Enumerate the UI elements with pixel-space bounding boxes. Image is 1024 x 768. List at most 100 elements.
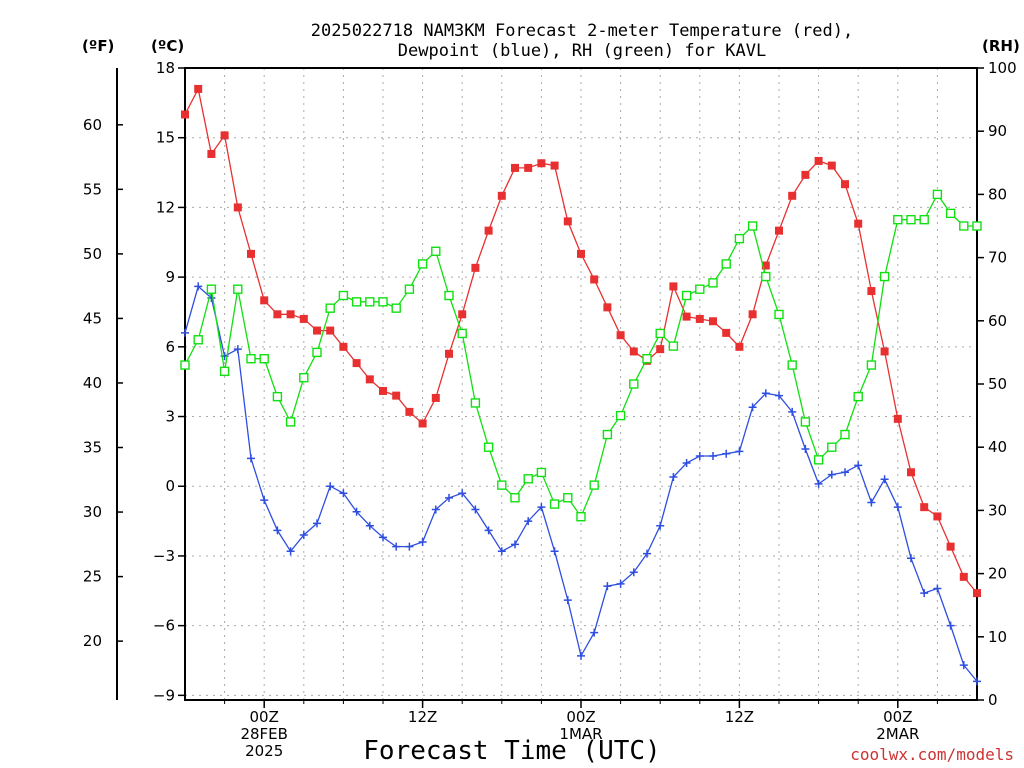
2-meter-temperature-point	[920, 503, 929, 512]
dewpoint-point	[524, 517, 533, 526]
2-meter-temperature-point	[550, 161, 559, 170]
2-meter-temperature-point	[405, 407, 414, 416]
rh-point	[378, 297, 388, 307]
celsius-tick-label: −3	[153, 547, 175, 565]
2-meter-temperature-point	[775, 226, 783, 235]
rh-point	[681, 290, 692, 301]
2-meter-temperature-point	[748, 310, 757, 319]
2-meter-temperature-point	[392, 391, 401, 400]
rh-point	[879, 271, 890, 282]
dewpoint-point	[709, 452, 717, 461]
rh-point	[312, 347, 322, 358]
rh-tick-label: 90	[988, 122, 1007, 140]
rh-point	[906, 214, 916, 225]
2-meter-temperature-point	[841, 180, 849, 189]
rh-point	[800, 417, 811, 427]
dewpoint-point	[880, 475, 889, 484]
dewpoint-point	[550, 547, 559, 556]
rh-point	[708, 278, 718, 288]
rh-point	[219, 366, 230, 377]
2-meter-temperature-point	[181, 110, 189, 119]
credit-text[interactable]: coolwx.com/models	[850, 745, 1014, 764]
2-meter-temperature-point	[814, 156, 823, 165]
rh-point	[391, 303, 401, 313]
2-meter-temperature-point	[537, 159, 546, 168]
series-layer	[180, 84, 982, 686]
2-meter-temperature-point	[497, 191, 506, 200]
2-meter-temperature-point	[273, 310, 282, 319]
2-meter-temperature-point	[339, 342, 348, 351]
dewpoint-point	[233, 345, 242, 354]
rh-tick-label: 100	[988, 59, 1017, 77]
rh-point	[246, 354, 256, 364]
rh-point	[827, 442, 837, 452]
2-meter-temperature-point	[933, 512, 942, 521]
2-meter-temperature-point	[880, 347, 889, 356]
rh-point	[787, 360, 797, 370]
2-meter-temperature-point	[511, 163, 519, 172]
rh-tick-label: 80	[988, 185, 1007, 203]
dewpoint-point	[458, 489, 467, 498]
2-meter-temperature-point	[801, 170, 810, 179]
dewpoint-point	[484, 526, 493, 535]
rh-point	[615, 410, 626, 421]
dewpoint-point	[445, 493, 453, 502]
dewpoint-point	[973, 677, 981, 686]
dewpoint-point	[827, 470, 836, 479]
rh-point	[589, 480, 599, 490]
2-meter-temperature-point	[365, 375, 374, 384]
dewpoint-point	[471, 505, 480, 514]
chart-title-line2: Dewpoint (blue), RH (green) for KAVL	[398, 41, 766, 61]
dewpoint-point	[379, 533, 387, 542]
dewpoint-point	[352, 507, 361, 516]
rh-point	[404, 284, 415, 294]
dewpoint-point	[339, 489, 348, 498]
2-meter-temperature-point	[299, 314, 308, 323]
2-meter-temperature-point	[788, 191, 797, 200]
rh-unit-label: (RH)	[982, 37, 1020, 55]
rh-point	[193, 335, 203, 345]
grid-lines	[185, 68, 977, 700]
rh-point	[457, 328, 467, 339]
fahrenheit-tick-label: 30	[83, 503, 102, 521]
rh-point	[866, 360, 877, 370]
dewpoint-point	[418, 538, 427, 546]
chart-title-line1: 2025022718 NAM3KM Forecast 2-meter Tempe…	[311, 21, 853, 41]
rh-point	[338, 290, 349, 301]
2-meter-temperature-point	[563, 217, 572, 226]
dewpoint-point	[907, 554, 915, 563]
dewpoint-point	[616, 579, 625, 588]
rh-point	[549, 499, 560, 509]
rh-tick-label: 60	[988, 312, 1007, 330]
2-meter-temperature-point	[458, 310, 467, 319]
rh-point	[180, 360, 190, 370]
rh-point	[629, 379, 639, 389]
2-meter-temperature-point	[827, 161, 836, 170]
dewpoint-point	[286, 547, 295, 556]
2-meter-temperature-point	[445, 349, 453, 358]
celsius-tick-label: 9	[165, 268, 175, 286]
dewpoint-point	[920, 589, 929, 598]
fahrenheit-tick-label: 25	[83, 568, 102, 586]
dewpoint-point	[695, 452, 704, 461]
rh-point	[761, 271, 771, 282]
rh-tick-label: 70	[988, 249, 1007, 267]
dewpoint-point	[801, 445, 810, 454]
dewpoint-point	[299, 531, 308, 540]
dewpoint-point	[682, 459, 691, 467]
2-meter-temperature-point	[946, 542, 955, 551]
rh-point	[668, 341, 679, 351]
2-meter-temperature-point	[207, 149, 216, 158]
dewpoint-point	[775, 391, 783, 400]
2-meter-temperature-point	[867, 287, 876, 296]
2-meter-temperature-point	[418, 419, 427, 428]
rh-point	[351, 297, 362, 307]
rh-point	[602, 429, 613, 440]
celsius-tick-label: 12	[156, 198, 175, 216]
2-meter-temperature-point	[682, 312, 691, 321]
rh-point	[497, 480, 507, 490]
fahrenheit-tick-label: 60	[83, 116, 102, 134]
dewpoint-point	[247, 454, 255, 463]
x-tick-label: 00Z	[566, 708, 595, 726]
